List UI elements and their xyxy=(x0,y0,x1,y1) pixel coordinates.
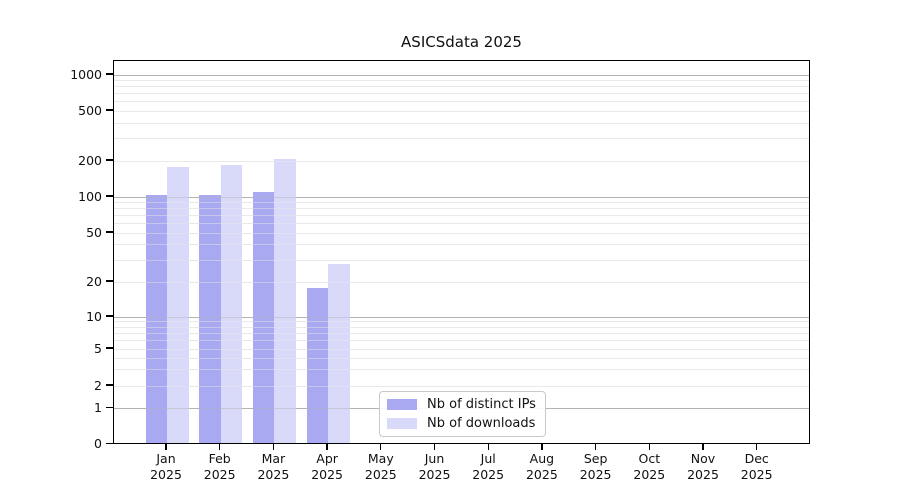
bars-layer xyxy=(114,61,809,443)
y-tick-label: 500 xyxy=(78,102,102,118)
x-tick-year: 2025 xyxy=(257,466,290,482)
x-tick-month: Sep xyxy=(583,451,608,466)
y-tick-label: 10 xyxy=(86,308,102,324)
x-tick-year: 2025 xyxy=(311,466,343,482)
x-tick-month: Jun xyxy=(424,451,445,466)
x-tick-month: Jul xyxy=(480,451,496,466)
y-tick-label: 1 xyxy=(94,400,102,416)
legend-row-downloads: Nb of downloads xyxy=(387,416,545,432)
x-tick-year: 2025 xyxy=(687,466,719,482)
x-tick-mark xyxy=(272,444,275,450)
x-tick-year: 2025 xyxy=(364,466,397,482)
y-tick-label: 1000 xyxy=(70,66,102,82)
x-tick-year: 2025 xyxy=(203,466,236,482)
bar-downloads-feb xyxy=(220,165,243,443)
y-tick-mark xyxy=(106,347,113,349)
y-tick-mark xyxy=(106,195,113,197)
y-tick-label: 20 xyxy=(86,273,102,289)
bar-ips-mar xyxy=(252,192,275,443)
x-tick-year: 2025 xyxy=(472,466,505,482)
x-tick-month: Nov xyxy=(690,451,716,466)
legend-swatch-distinct-ips xyxy=(387,399,417,410)
x-tick-month: Apr xyxy=(316,451,338,466)
y-tick-mark xyxy=(106,109,113,111)
x-tick-mark xyxy=(380,444,382,450)
x-tick-month: Oct xyxy=(638,451,661,466)
x-tick-month: Feb xyxy=(208,451,231,466)
x-tick-year: 2025 xyxy=(525,466,558,482)
legend-label-downloads: Nb of downloads xyxy=(427,416,536,431)
x-tick-year: 2025 xyxy=(418,466,451,482)
x-tick-month: Dec xyxy=(744,451,769,466)
y-tick-label: 200 xyxy=(78,152,102,168)
bar-downloads-apr xyxy=(328,263,350,443)
x-tick-label-jul: Jul 2025 xyxy=(457,451,519,482)
x-tick-label-apr: Apr 2025 xyxy=(296,451,358,482)
bar-downloads-mar xyxy=(274,159,296,443)
x-tick-label-mar: Mar 2025 xyxy=(242,451,304,482)
x-tick-mark xyxy=(433,444,436,450)
x-tick-year: 2025 xyxy=(633,466,666,482)
x-tick-mark xyxy=(594,444,597,450)
x-tick-label-may: May 2025 xyxy=(350,451,412,482)
x-tick-year: 2025 xyxy=(150,466,182,482)
legend: Nb of distinct IPs Nb of downloads xyxy=(379,391,546,437)
x-tick-year: 2025 xyxy=(740,466,773,482)
x-tick-month: Aug xyxy=(529,451,555,466)
y-tick-mark xyxy=(106,407,113,409)
x-tick-mark xyxy=(702,444,704,450)
x-tick-label-feb: Feb 2025 xyxy=(189,451,251,482)
legend-label-distinct-ips: Nb of distinct IPs xyxy=(427,397,536,412)
x-tick-label-sep: Sep 2025 xyxy=(565,451,627,482)
x-tick-label-jan: Jan 2025 xyxy=(135,451,197,482)
y-tick-mark xyxy=(106,442,113,445)
y-tick-mark xyxy=(106,73,113,75)
x-tick-label-dec: Dec 2025 xyxy=(726,451,788,482)
x-tick-mark xyxy=(326,444,328,450)
x-tick-mark xyxy=(165,444,167,450)
x-tick-label-oct: Oct 2025 xyxy=(618,451,680,482)
y-tick-mark xyxy=(106,315,113,317)
x-tick-mark xyxy=(219,444,221,450)
x-tick-mark xyxy=(541,444,543,450)
y-tick-label: 2 xyxy=(94,377,102,393)
y-tick-label: 100 xyxy=(78,188,102,204)
x-tick-label-nov: Nov 2025 xyxy=(672,451,734,482)
bar-ips-feb xyxy=(199,195,221,443)
bar-ips-apr xyxy=(306,288,329,443)
legend-swatch-downloads xyxy=(387,418,417,429)
x-tick-month: May xyxy=(367,451,394,466)
x-tick-mark xyxy=(648,444,650,450)
bar-downloads-jan xyxy=(167,167,189,443)
y-tick-label: 5 xyxy=(94,340,102,356)
bar-ips-jan xyxy=(145,195,167,443)
x-tick-year: 2025 xyxy=(579,466,612,482)
y-tick-label: 50 xyxy=(86,224,102,240)
y-tick-label: 0 xyxy=(94,436,102,451)
chart-title: ASICSdata 2025 xyxy=(401,33,522,51)
x-tick-month: Mar xyxy=(261,451,286,466)
legend-row-distinct-ips: Nb of distinct IPs xyxy=(387,397,545,413)
y-tick-mark xyxy=(106,159,113,161)
x-tick-label-jun: Jun 2025 xyxy=(404,451,466,482)
x-tick-label-aug: Aug 2025 xyxy=(511,451,573,482)
plot-area xyxy=(113,60,810,444)
y-tick-mark xyxy=(106,231,113,233)
x-tick-mark xyxy=(487,444,489,450)
x-tick-month: Jan xyxy=(156,451,176,466)
x-tick-mark xyxy=(756,444,758,450)
y-tick-mark xyxy=(106,384,113,386)
y-tick-mark xyxy=(106,280,113,282)
